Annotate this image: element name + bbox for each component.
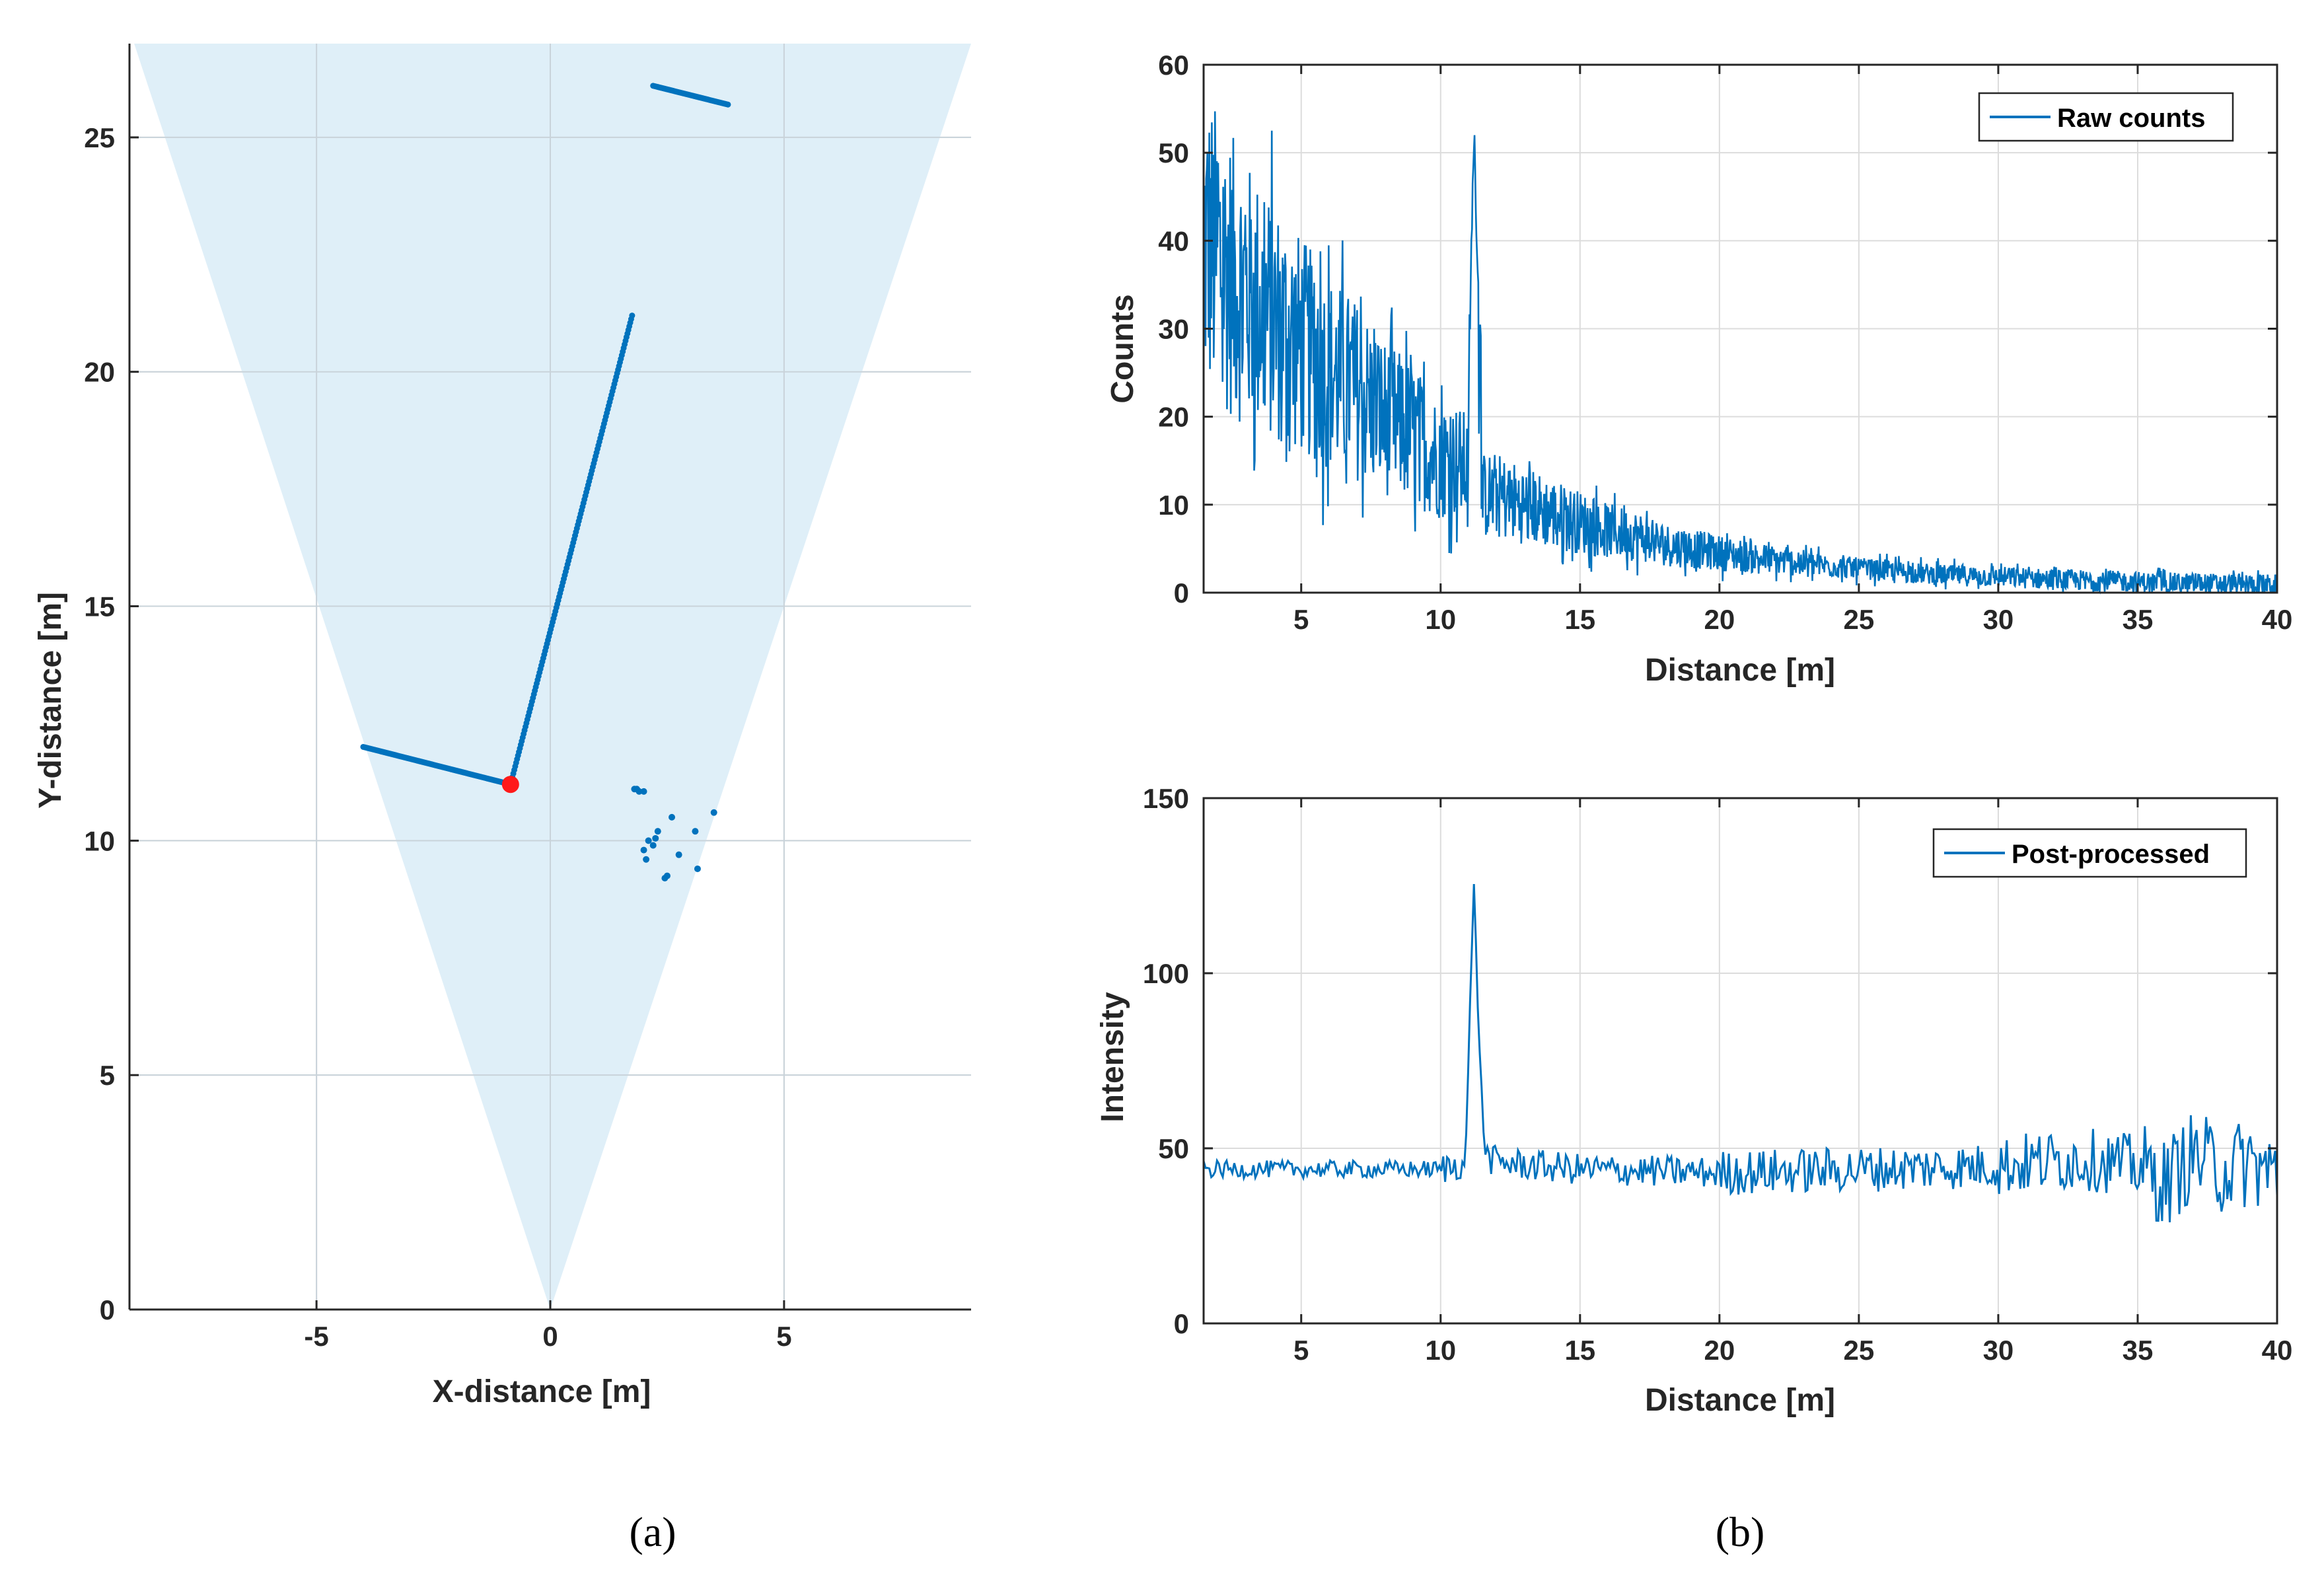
- clutter-point-2: [640, 788, 647, 795]
- y-tick-label-6: 60: [1158, 50, 1189, 81]
- panel-b-bottom-ticks: 5 10 15 20 25 30 35 40 0 50 100 150: [1143, 783, 2292, 1366]
- x-tick-label-1: 0: [542, 1321, 558, 1352]
- y-tick-label-2: 100: [1143, 958, 1189, 989]
- x-tick-label-7: 40: [2262, 1335, 2293, 1366]
- panel-b-bottom-legend: Post-processed: [1932, 828, 2247, 878]
- panel-b-bottom-y-axis-label: Intensity: [1095, 992, 1130, 1123]
- clutter-point-4: [640, 846, 647, 854]
- post-processed-series-line: [1202, 884, 2278, 1223]
- y-tick-label-3: 30: [1158, 314, 1189, 345]
- clutter-point-14: [661, 875, 669, 882]
- clutter-point-8: [643, 856, 650, 863]
- clutter-point-3: [633, 786, 640, 793]
- clutter-point-5: [645, 837, 652, 844]
- panel-b-top-ticks: 5 10 15 20 25 30 35 40 0 10 20 30 40 50 60: [1158, 50, 2292, 635]
- panel-b-bottom-x-axis-label: Distance [m]: [1645, 1383, 1835, 1418]
- clutter-point-9: [669, 813, 676, 821]
- y-tick-label-0: 0: [100, 1294, 115, 1325]
- x-tick-label-2: 5: [776, 1321, 791, 1352]
- axes-frame: [1202, 797, 2278, 1325]
- y-tick-label-4: 20: [84, 357, 115, 388]
- x-tick-label-0: -5: [304, 1321, 328, 1352]
- far-wall-point: [725, 101, 731, 108]
- legend-entry-post-processed: Post-processed: [2012, 840, 2210, 869]
- target-marker: [501, 776, 519, 794]
- y-tick-label-2: 20: [1158, 402, 1189, 433]
- x-tick-label-7: 40: [2262, 604, 2293, 635]
- x-tick-label-3: 20: [1704, 604, 1735, 635]
- panel-b-top-grid: [1204, 64, 2278, 593]
- field-of-view-cone: [134, 44, 972, 1310]
- x-tick-label-1: 10: [1425, 604, 1456, 635]
- panel-a-ticks: -5 0 5 0 5 10 15 20 25: [84, 122, 791, 1352]
- x-tick-label-5: 30: [1983, 604, 2014, 635]
- x-tick-label-4: 25: [1844, 1335, 1875, 1366]
- panel-b-top-y-axis-label: Counts: [1105, 294, 1140, 403]
- panel-b-top-legend: Raw counts: [1978, 92, 2234, 142]
- clutter-point-6: [649, 842, 657, 849]
- y-tick-label-5: 25: [84, 122, 115, 153]
- raw-counts-series-line: [1202, 111, 2278, 595]
- x-tick-label-1: 10: [1425, 1335, 1456, 1366]
- x-tick-label-0: 5: [1293, 1335, 1309, 1366]
- y-tick-label-3: 150: [1143, 783, 1189, 814]
- y-tick-label-1: 10: [1158, 490, 1189, 521]
- panel-b-bottom-axes: [1202, 797, 2278, 1325]
- panel-b-caption: (b): [1716, 1508, 1765, 1555]
- x-tick-label-6: 35: [2123, 604, 2154, 635]
- panel-b-post-processed-plot: 5 10 15 20 25 30 35 40 0 50 100 150 Distance [m] In…: [1095, 783, 2292, 1555]
- x-tick-label-5: 30: [1983, 1335, 2014, 1366]
- y-tick-label-3: 15: [84, 591, 115, 622]
- panel-a-caption: (a): [629, 1508, 676, 1555]
- clutter-point-12: [694, 865, 701, 872]
- panel-b-raw-counts-plot: 5 10 15 20 25 30 35 40 0 10 20 30 40 50 60 Distance [m…: [1105, 50, 2292, 688]
- y-tick-label-1: 50: [1158, 1133, 1189, 1164]
- y-tick-label-5: 50: [1158, 137, 1189, 168]
- y-tick-label-2: 10: [84, 825, 115, 856]
- x-tick-label-0: 5: [1293, 604, 1309, 635]
- x-tick-label-6: 35: [2123, 1335, 2154, 1366]
- panel-a-x-axis-label: X-distance [m]: [433, 1374, 651, 1409]
- clutter-point-11: [692, 828, 699, 835]
- y-tick-label-1: 5: [100, 1060, 115, 1091]
- y-tick-label-0: 0: [1174, 577, 1189, 609]
- panel-b-top-x-axis-label: Distance [m]: [1645, 653, 1835, 688]
- legend-entry-raw-counts: Raw counts: [2057, 104, 2205, 133]
- clutter-point-7: [654, 828, 661, 835]
- x-tick-label-2: 15: [1564, 604, 1595, 635]
- clutter-point-15: [710, 809, 717, 816]
- x-tick-label-4: 25: [1844, 604, 1875, 635]
- clutter-point-10: [675, 851, 682, 858]
- y-tick-label-4: 40: [1158, 225, 1189, 256]
- long-wall-point: [629, 313, 635, 319]
- x-tick-label-3: 20: [1704, 1335, 1735, 1366]
- panel-a-y-axis-label: Y-distance [m]: [33, 592, 68, 809]
- panel-a-xy-map: -5 0 5 0 5 10 15 20 25 X-distance [m] Y-distance…: [33, 44, 972, 1555]
- clutter-point-16: [652, 834, 659, 842]
- y-tick-label-0: 0: [1174, 1308, 1189, 1339]
- panel-a-points: [360, 83, 731, 882]
- x-tick-label-2: 15: [1564, 1335, 1595, 1366]
